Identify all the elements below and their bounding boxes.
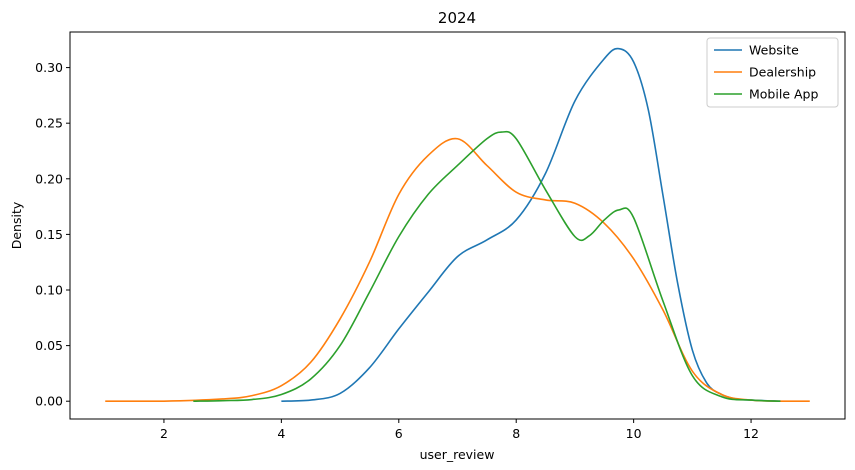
x-tick-label: 12 [743, 426, 759, 441]
x-tick-label: 4 [277, 426, 285, 441]
x-tick-label: 6 [395, 426, 403, 441]
x-axis-label: user_review [420, 447, 495, 462]
y-axis-label: Density [9, 201, 24, 249]
series-line-website [281, 47, 781, 403]
y-axis-ticks: 0.00 0.05 0.10 0.15 0.20 0.25 0.30 [35, 60, 70, 409]
x-tick-label: 2 [160, 426, 168, 441]
chart-title: 2024 [438, 9, 476, 27]
series-line-dealership [105, 137, 810, 403]
y-tick-label: 0.10 [35, 283, 63, 298]
y-tick-label: 0.20 [35, 171, 63, 186]
plot-frame [69, 31, 846, 420]
y-tick-label: 0.00 [35, 394, 63, 409]
legend-box [706, 37, 839, 108]
x-tick-label: 8 [512, 426, 520, 441]
legend: Website Dealership Mobile App [706, 37, 839, 108]
x-tick-label: 10 [626, 426, 642, 441]
x-axis-ticks: 2 4 6 8 10 12 [160, 419, 759, 441]
y-tick-label: 0.25 [35, 116, 63, 131]
legend-label-mobile-app: Mobile App [749, 87, 818, 102]
legend-label-website: Website [749, 43, 799, 58]
y-tick-label: 0.05 [35, 338, 63, 353]
legend-label-dealership: Dealership [749, 65, 816, 80]
plot-lines [105, 47, 810, 403]
y-tick-label: 0.15 [35, 227, 63, 242]
series-line-mobile-app [193, 130, 781, 403]
y-tick-label: 0.30 [35, 60, 63, 75]
